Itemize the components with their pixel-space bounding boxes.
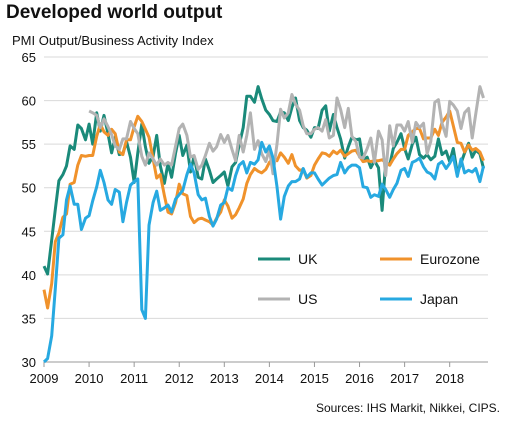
legend-label-japan: Japan — [420, 291, 458, 307]
y-tick-label: 65 — [22, 50, 36, 65]
series-lines — [42, 85, 485, 364]
x-tick-label: 2015 — [300, 371, 329, 386]
grid-lines — [44, 56, 488, 319]
source-note: Sources: IHS Markit, Nikkei, CIPS. — [315, 401, 500, 415]
x-tick-label: 2013 — [210, 371, 239, 386]
x-tick-label: 2018 — [435, 371, 464, 386]
x-tick-label: 2012 — [165, 371, 194, 386]
chart-title: Developed world output — [6, 2, 223, 23]
y-tick-label: 50 — [22, 181, 36, 196]
y-tick-label: 45 — [22, 224, 36, 239]
y-tick-label: 60 — [22, 94, 36, 109]
y-tick-label: 30 — [22, 355, 36, 370]
series-line-us — [88, 85, 485, 177]
series-line-japan — [42, 140, 485, 364]
y-axis-ticks: 30 35 40 45 50 55 60 65 — [22, 50, 36, 370]
x-tick-label: 2009 — [30, 371, 59, 386]
legend: UK Eurozone US Japan — [258, 251, 480, 307]
y-tick-label: 55 — [22, 137, 36, 152]
x-tick-label: 2014 — [255, 371, 284, 386]
x-tick-label: 2016 — [345, 371, 374, 386]
chart-subtitle: PMI Output/Business Activity Index — [12, 33, 214, 48]
legend-label-eurozone: Eurozone — [420, 251, 480, 267]
series-line-uk — [42, 85, 485, 276]
x-tick-label: 2017 — [390, 371, 419, 386]
x-axis: 2009 2010 2011 2012 2013 2014 2015 2016 2017 2018 — [30, 361, 488, 386]
y-tick-label: 40 — [22, 268, 36, 283]
x-tick-label: 2010 — [75, 371, 104, 386]
x-tick-label: 2011 — [120, 371, 148, 386]
legend-label-uk: UK — [298, 251, 318, 267]
legend-label-us: US — [298, 291, 317, 307]
y-tick-label: 35 — [22, 311, 36, 326]
